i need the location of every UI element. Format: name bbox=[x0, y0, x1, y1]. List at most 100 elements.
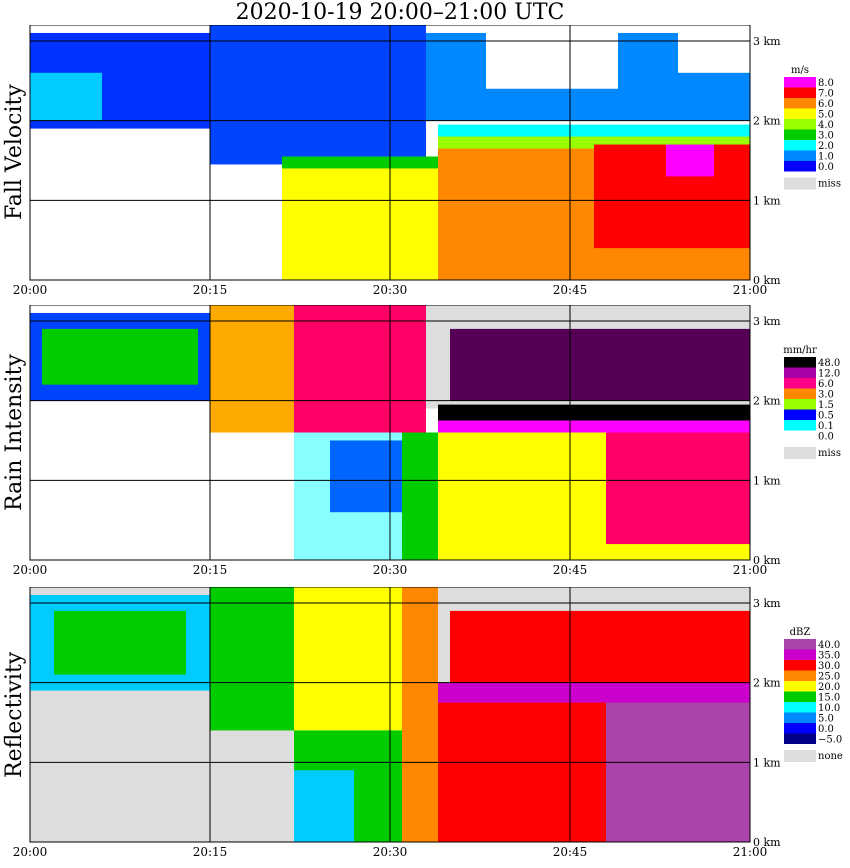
legend-swatch bbox=[784, 430, 816, 441]
legend-swatch bbox=[784, 388, 816, 399]
y-tick-label: 0 km bbox=[753, 554, 781, 567]
heatmap-region bbox=[402, 432, 438, 560]
legend-label: 20.0 bbox=[818, 682, 840, 693]
heatmap-region bbox=[486, 25, 618, 89]
heatmap-region bbox=[438, 404, 750, 421]
legend-swatch bbox=[784, 447, 816, 459]
legend-label: 7.0 bbox=[818, 89, 834, 100]
y-tick-label: 2 km bbox=[753, 115, 781, 128]
legend-label: 8.0 bbox=[818, 78, 834, 89]
heatmap-panel: 0 km 1 km 2 km 3 km 20:00 20:15 20:30 20:45 21:0… bbox=[13, 25, 841, 297]
page-title: 2020-10-19 20:00–21:00 UTC bbox=[235, 0, 565, 25]
legend-label: 5.0 bbox=[818, 110, 834, 121]
legend-label: 35.0 bbox=[818, 651, 840, 662]
x-tick-label: 20:45 bbox=[553, 845, 588, 859]
legend-swatch bbox=[784, 378, 816, 389]
legend-label: 40.0 bbox=[818, 640, 840, 651]
legend-swatch bbox=[784, 660, 816, 671]
legend-label: none bbox=[818, 751, 843, 762]
y-tick-label: 1 km bbox=[753, 194, 781, 207]
heatmap-region bbox=[402, 587, 438, 842]
heatmap-region bbox=[42, 328, 198, 385]
x-tick-label: 20:30 bbox=[373, 563, 408, 577]
legend-label: 48.0 bbox=[818, 358, 840, 369]
legend-swatch bbox=[784, 723, 816, 734]
heatmap-region bbox=[438, 682, 750, 703]
legend-label: 4.0 bbox=[818, 120, 834, 131]
plot-frame bbox=[29, 305, 751, 561]
legend-swatch bbox=[784, 357, 816, 368]
heatmap-region bbox=[606, 432, 750, 545]
x-tick-label: 20:15 bbox=[193, 845, 228, 859]
legend-label: 10.0 bbox=[818, 703, 840, 714]
legend-label: 0.0 bbox=[818, 432, 834, 443]
legend-label: 5.0 bbox=[818, 714, 834, 725]
x-tick-label: 21:00 bbox=[733, 845, 768, 859]
legend-label: miss bbox=[818, 448, 841, 459]
legend-label: 15.0 bbox=[818, 693, 840, 704]
legend-label: 0.1 bbox=[818, 421, 834, 432]
legend-label: 0.5 bbox=[818, 411, 834, 422]
x-tick-label: 20:00 bbox=[13, 283, 48, 297]
legend-swatch bbox=[784, 119, 816, 130]
legend-swatch bbox=[784, 691, 816, 702]
x-tick-label: 20:30 bbox=[373, 283, 408, 297]
legend-swatch bbox=[784, 129, 816, 140]
x-tick-label: 20:45 bbox=[553, 563, 588, 577]
heatmap-region bbox=[294, 305, 426, 433]
heatmap-region bbox=[282, 164, 438, 280]
heatmap-region bbox=[54, 610, 186, 675]
legend-label: 12.0 bbox=[818, 369, 840, 380]
y-tick-label: 3 km bbox=[753, 315, 781, 328]
y-tick-label: 0 km bbox=[753, 836, 781, 849]
legend-label: 30.0 bbox=[818, 661, 840, 672]
legend-label: 0.0 bbox=[818, 724, 834, 735]
heatmap-region bbox=[450, 328, 750, 401]
legend-label: 3.0 bbox=[818, 131, 834, 142]
legend-label: 25.0 bbox=[818, 672, 840, 683]
y-tick-label: 2 km bbox=[753, 677, 781, 690]
heatmap-region bbox=[606, 702, 750, 842]
heatmap-region bbox=[450, 610, 750, 683]
legend-swatch bbox=[784, 177, 816, 190]
legend-swatch bbox=[784, 750, 816, 762]
x-tick-label: 21:00 bbox=[733, 563, 768, 577]
legend-label: −5.0 bbox=[818, 735, 842, 746]
legend-swatch bbox=[784, 108, 816, 119]
legend-swatch bbox=[784, 409, 816, 420]
plot-frame bbox=[29, 587, 751, 843]
legend-swatch bbox=[784, 140, 816, 151]
heatmap-panel: 0 km 1 km 2 km 3 km 20:00 20:15 20:30 20:45 21:0… bbox=[13, 587, 843, 859]
x-tick-label: 21:00 bbox=[733, 283, 768, 297]
heatmap-region bbox=[294, 770, 354, 842]
legend-swatch bbox=[784, 98, 816, 109]
x-tick-label: 20:45 bbox=[553, 283, 588, 297]
legend-label: 6.0 bbox=[818, 99, 834, 110]
heatmap-region bbox=[666, 144, 714, 177]
legend-swatch bbox=[784, 87, 816, 98]
y-tick-label: 3 km bbox=[753, 35, 781, 48]
legend-swatch bbox=[784, 161, 816, 172]
heatmap-region bbox=[30, 72, 102, 121]
heatmap-panel: 0 km 1 km 2 km 3 km 20:00 20:15 20:30 20:45 21:0… bbox=[13, 305, 841, 577]
legend-swatch bbox=[784, 399, 816, 410]
legend-swatch bbox=[784, 77, 816, 88]
y-tick-label: 2 km bbox=[753, 395, 781, 408]
y-tick-label: 1 km bbox=[753, 756, 781, 769]
heatmap-region bbox=[678, 25, 750, 73]
legend-swatch bbox=[784, 681, 816, 692]
plot-frame bbox=[29, 25, 751, 281]
legend-label: miss bbox=[818, 179, 841, 190]
x-tick-label: 20:00 bbox=[13, 563, 48, 577]
x-tick-label: 20:15 bbox=[193, 563, 228, 577]
legend-swatch bbox=[784, 670, 816, 681]
heatmap-region bbox=[438, 420, 750, 433]
heatmap-region bbox=[210, 587, 294, 731]
legend-swatch bbox=[784, 712, 816, 723]
x-tick-label: 20:00 bbox=[13, 845, 48, 859]
legend-unit: dBZ bbox=[790, 627, 811, 638]
heatmap-region bbox=[282, 156, 438, 169]
legend-label: 0.0 bbox=[818, 162, 834, 173]
legend-swatch bbox=[784, 367, 816, 378]
y-tick-label: 1 km bbox=[753, 474, 781, 487]
